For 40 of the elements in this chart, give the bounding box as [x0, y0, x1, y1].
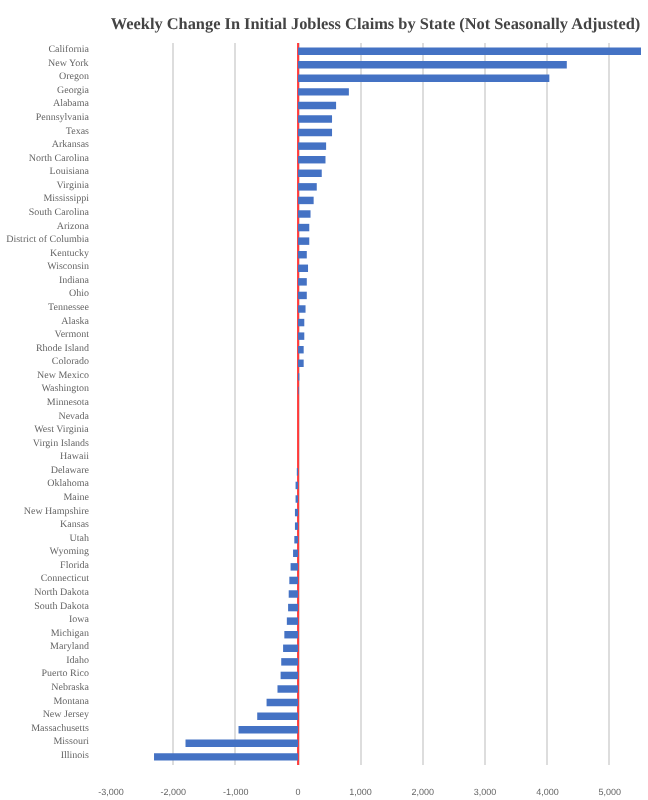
- bar: [185, 739, 299, 748]
- bar: [298, 278, 307, 286]
- bar: [298, 264, 309, 273]
- bar: [298, 223, 310, 232]
- bar: [288, 603, 299, 612]
- bar: [280, 671, 299, 680]
- bar: [293, 549, 299, 558]
- bar: [281, 658, 299, 666]
- bar: [298, 291, 307, 300]
- bar: [298, 74, 550, 83]
- bar: [266, 698, 299, 707]
- bar: [298, 115, 333, 123]
- bar: [283, 644, 299, 653]
- bar: [298, 183, 317, 191]
- bar: [286, 617, 299, 625]
- bar: [238, 725, 299, 734]
- bar: [298, 155, 326, 164]
- bar: [289, 576, 299, 585]
- bar: [298, 237, 310, 245]
- bar: [298, 47, 641, 55]
- bar: [284, 630, 299, 639]
- bar: [298, 169, 322, 178]
- bar: [298, 305, 306, 313]
- bar: [298, 88, 349, 96]
- bar: [298, 128, 333, 137]
- bar: [298, 345, 304, 354]
- bar: [290, 563, 299, 571]
- bar: [298, 332, 305, 340]
- bar: [298, 142, 327, 150]
- chart-title: Weekly Change In Initial Jobless Claims by State (Not Seasonally Adjusted): [110, 15, 641, 33]
- bar: [298, 196, 314, 205]
- bar: [277, 685, 299, 693]
- bar: [298, 101, 337, 110]
- bar: [154, 753, 299, 761]
- bar: [298, 210, 311, 218]
- bar: [298, 60, 567, 69]
- bar: [298, 250, 307, 259]
- bar: [298, 359, 304, 368]
- bar: [288, 590, 299, 598]
- bar: [257, 712, 299, 720]
